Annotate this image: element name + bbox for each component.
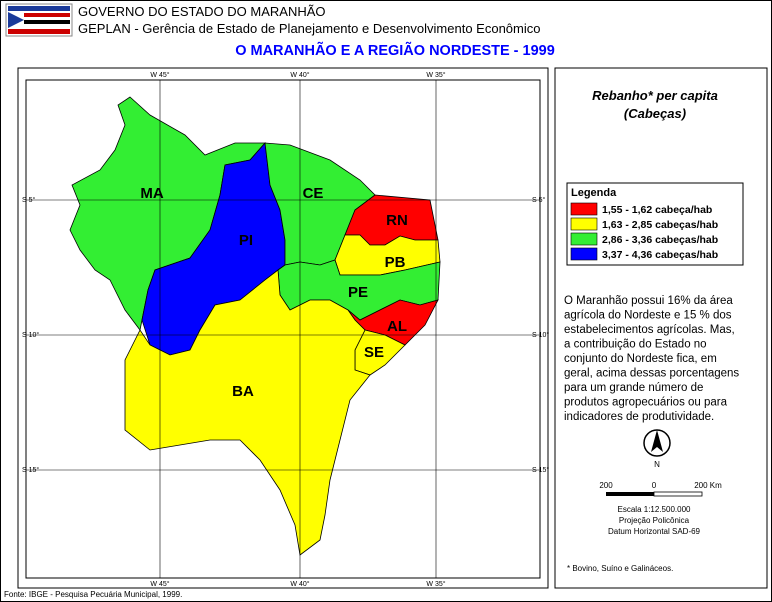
- state-label: RN: [386, 212, 408, 229]
- legend-title: Legenda: [571, 187, 617, 199]
- legend-swatch: [570, 247, 598, 261]
- footnote: * Bovino, Suíno e Galináceos.: [567, 564, 673, 573]
- tick-label: S 5°: [22, 196, 36, 204]
- tick-label: S 15°: [532, 466, 549, 474]
- description-line: a contribuição do Estado no: [564, 339, 707, 351]
- scale-label: 200 Km: [694, 481, 722, 490]
- scale-label: 0: [652, 481, 657, 490]
- state-label: PI: [239, 232, 253, 249]
- description-line: agrícola do Nordeste e 15 % dos: [564, 310, 732, 322]
- description-line: O Maranhão possui 16% da área: [564, 295, 733, 307]
- state-label: BA: [232, 383, 254, 400]
- header-dept: GEPLAN - Gerência de Estado de Planejame…: [78, 21, 540, 36]
- tick-label: S 5°: [532, 196, 546, 204]
- description-line: geral, acima dessas porcentagens: [564, 368, 739, 380]
- tick-label: W 45°: [150, 71, 169, 79]
- legend-swatch: [570, 217, 598, 231]
- north-label: N: [654, 460, 660, 469]
- tick-label: W 40°: [290, 580, 309, 588]
- tick-label: W 35°: [426, 580, 445, 588]
- scale-label: 200: [599, 481, 613, 490]
- scale-text: Escala 1:12.500.000: [618, 505, 691, 514]
- state-label: MA: [140, 185, 163, 202]
- graticule: [26, 80, 540, 578]
- description-line: produtos agropecuários ou para: [564, 397, 728, 409]
- state-label: PE: [348, 284, 368, 301]
- logo: [5, 3, 73, 37]
- description-line: indicadores de produtividade.: [564, 411, 714, 423]
- description-line: conjunto do Nordeste fica, em: [564, 353, 717, 365]
- panel-title: Rebanho* per capita: [592, 88, 718, 103]
- side-panel: [554, 67, 768, 589]
- description-line: para um grande número de: [564, 382, 703, 394]
- scale-text: Projeção Policônica: [619, 516, 690, 525]
- panel-unit: (Cabeças): [624, 106, 686, 121]
- scale-text: Datum Horizontal SAD-69: [608, 527, 701, 536]
- description-line: estabelecimentos agrícolas. Mas,: [564, 324, 735, 336]
- north-arrow: [643, 429, 671, 457]
- legend-label: 3,37 - 4,36 cabeças/hab: [602, 249, 718, 261]
- tick-label: S 15°: [22, 466, 39, 474]
- legend-label: 2,86 - 3,36 cabeças/hab: [602, 234, 718, 246]
- map-inner-frame: [25, 79, 541, 579]
- header-title: O MARANHÃO E A REGIÃO NORDESTE - 1999: [235, 41, 555, 59]
- source: Fonte: IBGE - Pesquisa Pecuária Municipa…: [4, 590, 182, 599]
- header-org: GOVERNO DO ESTADO DO MARANHÃO: [78, 4, 326, 19]
- state-label: CE: [303, 185, 324, 202]
- legend-swatch: [570, 202, 598, 216]
- legend: 1,55 - 1,62 cabeça/hab 1,63 - 2,85 cabeça…: [570, 202, 718, 261]
- tick-label: W 35°: [426, 71, 445, 79]
- state-area: [124, 269, 371, 556]
- description: O Maranhão possui 16% da área agrícola do…: [564, 295, 739, 423]
- tick-labels: W 45° W 40° W 35° W 45° W 40° W 35° S 5°…: [22, 71, 549, 588]
- state-label: SE: [364, 344, 384, 361]
- state-label: PB: [385, 254, 406, 271]
- tick-label: S 10°: [532, 331, 549, 339]
- legend-label: 1,63 - 2,85 cabeças/hab: [602, 219, 718, 231]
- tick-label: W 45°: [150, 580, 169, 588]
- legend-swatch: [570, 232, 598, 246]
- tick-label: S 10°: [22, 331, 39, 339]
- tick-label: W 40°: [290, 71, 309, 79]
- states: [69, 96, 441, 556]
- state-labels: MA PI CE RN PB PE AL SE BA: [140, 185, 408, 400]
- legend-label: 1,55 - 1,62 cabeça/hab: [602, 204, 712, 216]
- scale-bar: [606, 491, 703, 497]
- state-label: AL: [387, 318, 407, 335]
